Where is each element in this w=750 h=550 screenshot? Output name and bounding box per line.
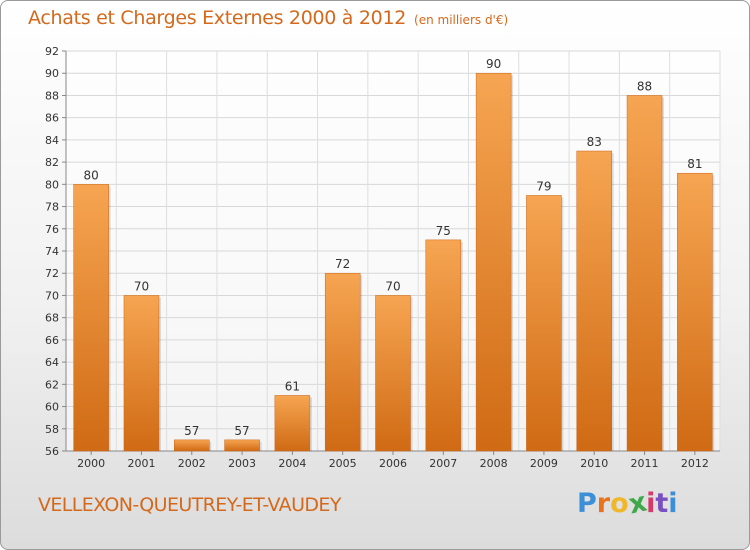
y-tick-label: 58 xyxy=(45,423,59,436)
logo-letter: t xyxy=(655,488,669,519)
bar xyxy=(626,95,663,452)
y-tick-label: 86 xyxy=(45,112,59,125)
x-tick-label: 2003 xyxy=(228,457,256,470)
x-tick-label: 2006 xyxy=(379,457,407,470)
data-label: 72 xyxy=(335,257,350,271)
y-tick-label: 82 xyxy=(45,156,59,169)
chart-subtitle: (en milliers d'€) xyxy=(414,13,509,27)
bar xyxy=(425,239,462,452)
chart-title-text: Achats et Charges Externes 2000 à 2012 xyxy=(28,7,407,29)
y-tick-label: 80 xyxy=(45,178,59,191)
y-tick-label: 76 xyxy=(45,223,59,236)
bar xyxy=(224,439,260,452)
y-tick-label: 88 xyxy=(45,89,59,102)
x-tick-label: 2005 xyxy=(329,457,357,470)
y-tick-label: 74 xyxy=(45,245,59,258)
y-tick-label: 66 xyxy=(45,334,59,347)
x-tick-label: 2011 xyxy=(631,457,659,470)
logo-letter: o xyxy=(610,488,629,519)
bar xyxy=(174,439,210,452)
bar xyxy=(73,184,109,452)
data-label: 61 xyxy=(285,379,300,393)
commune-name: VELLEXON-QUEUTREY-ET-VAUDEY xyxy=(38,494,341,516)
bar xyxy=(677,172,713,452)
y-tick-label: 68 xyxy=(45,312,59,325)
data-label: 70 xyxy=(385,279,400,293)
logo-letter: i xyxy=(668,488,678,519)
bar xyxy=(274,395,311,452)
x-tick-label: 2007 xyxy=(429,457,457,470)
logo-letter: i xyxy=(646,488,656,519)
x-tick-label: 2001 xyxy=(127,457,155,470)
y-tick-label: 62 xyxy=(45,378,59,391)
y-tick-label: 64 xyxy=(45,356,59,369)
data-label: 79 xyxy=(536,179,551,193)
data-label: 83 xyxy=(587,135,602,149)
data-label: 80 xyxy=(84,168,99,182)
bar xyxy=(475,72,512,452)
data-label: 88 xyxy=(637,79,652,93)
y-tick-label: 60 xyxy=(45,401,59,414)
data-label: 81 xyxy=(687,157,702,171)
y-tick-label: 90 xyxy=(45,67,59,80)
logo-letter: r xyxy=(596,488,611,519)
y-tick-label: 92 xyxy=(45,45,59,58)
bar xyxy=(526,195,562,452)
data-label: 57 xyxy=(234,424,249,438)
y-tick-label: 72 xyxy=(45,267,59,280)
y-tick-label: 56 xyxy=(45,445,59,458)
y-tick-label: 70 xyxy=(45,289,59,302)
bar xyxy=(576,150,612,452)
proxiti-logo: Proxiti xyxy=(577,487,678,521)
labels: 56 58 60 62 64 66 68 70 72 74 76 78 80 82 84 86 88 90 92 80… xyxy=(45,45,709,470)
x-tick-label: 2009 xyxy=(530,457,558,470)
bar xyxy=(375,295,411,452)
x-tick-label: 2002 xyxy=(178,457,206,470)
data-label: 75 xyxy=(436,224,451,238)
bar xyxy=(324,272,361,452)
bars xyxy=(73,72,715,452)
data-label: 70 xyxy=(134,279,149,293)
y-tick-label: 84 xyxy=(45,134,59,147)
data-label: 57 xyxy=(184,424,199,438)
data-label: 90 xyxy=(486,57,501,71)
x-tick-label: 2012 xyxy=(681,457,709,470)
chart-title: Achats et Charges Externes 2000 à 2012 (e… xyxy=(28,7,508,29)
bar xyxy=(123,295,160,452)
x-tick-label: 2004 xyxy=(278,457,306,470)
x-tick-label: 2008 xyxy=(480,457,508,470)
x-tick-label: 2000 xyxy=(77,457,105,470)
y-tick-label: 78 xyxy=(45,201,59,214)
logo-letter: P xyxy=(577,488,597,519)
x-tick-label: 2010 xyxy=(580,457,608,470)
